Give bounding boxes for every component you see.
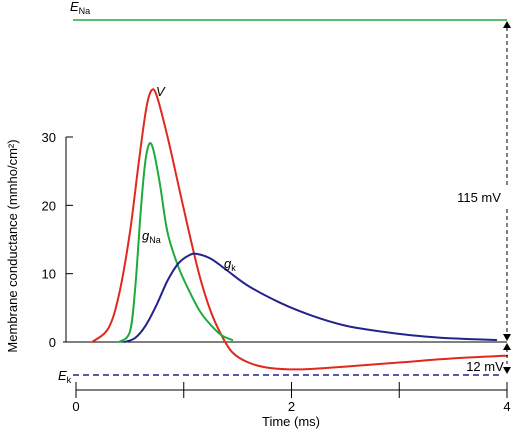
annotation-v-label: V — [156, 84, 166, 99]
x-axis-title: Time (ms) — [262, 414, 320, 429]
range-arrows — [503, 21, 511, 374]
annotation-gk-label: gk — [224, 256, 236, 273]
annotation-gna-label: gNa — [142, 228, 161, 245]
range-115mv-arrowhead-top — [503, 21, 511, 28]
y-tick-label-20: 20 — [42, 198, 56, 213]
x-tick-label-0: 0 — [72, 399, 79, 414]
y-tick-label-0: 0 — [49, 335, 56, 350]
potassium-conductance-line — [123, 252, 498, 343]
x-tick-label-4: 4 — [503, 399, 510, 414]
range-12mv-arrowhead-bottom — [503, 367, 511, 374]
annotation-ena-label: ENa — [70, 0, 90, 16]
range-115mv-label: 115 mV — [457, 190, 501, 205]
reference-lines — [73, 19, 507, 376]
x-tick-label-2: 2 — [288, 399, 295, 414]
y-tick-label-30: 30 — [42, 130, 56, 145]
sodium-conductance-line — [118, 141, 234, 343]
series-lines — [91, 88, 508, 371]
y-axis-title: Membrane conductance (mmho/cm²) — [5, 139, 20, 352]
tick-marks: 0 10 20 30 0 2 4 — [42, 130, 511, 414]
range-12mv-arrowhead-top — [503, 343, 511, 350]
y-tick-label-10: 10 — [42, 267, 56, 282]
range-115mv-arrowhead-bottom — [503, 334, 511, 341]
range-12mv-label: 12 mV — [466, 359, 504, 374]
membrane-voltage-line — [91, 88, 508, 371]
axes — [63, 137, 507, 391]
annotation-ek-label: Ek — [58, 368, 72, 385]
